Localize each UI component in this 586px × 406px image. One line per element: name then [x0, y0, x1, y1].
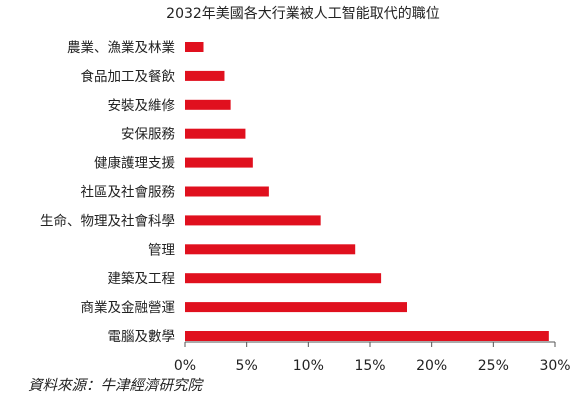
x-tick-label: 10% — [293, 358, 324, 374]
category-label: 社區及社會服務 — [81, 185, 176, 201]
x-tick-label: 30% — [539, 358, 570, 374]
x-tick-label: 15% — [354, 358, 385, 374]
category-label: 商業及金融營運 — [81, 300, 176, 316]
source-note: 資料來源：牛津經濟研究院 — [28, 378, 202, 394]
x-tick-label: 5% — [236, 358, 258, 374]
bar — [185, 302, 407, 313]
category-label: 健康護理支援 — [94, 155, 175, 172]
x-tick-label: 20% — [416, 358, 447, 374]
bar — [185, 186, 269, 197]
bar — [185, 42, 204, 52]
category-label: 建築及工程 — [108, 271, 176, 287]
x-tick-label: 0% — [174, 358, 196, 374]
category-label: 生命、物理及社會科學 — [40, 212, 175, 229]
bar — [185, 331, 549, 341]
bar — [185, 244, 356, 255]
bar — [185, 99, 231, 110]
bar — [185, 157, 253, 168]
bar — [185, 273, 382, 284]
bar — [185, 70, 225, 81]
bar — [185, 128, 246, 139]
chart-title: 2032年美國各大行業被人工智能取代的職位 — [166, 6, 440, 22]
bar — [185, 215, 321, 226]
category-label: 安保服務 — [121, 127, 175, 143]
category-label: 農業、漁業及林業 — [67, 40, 175, 56]
category-label: 安裝及維修 — [108, 98, 176, 114]
category-label: 管理 — [148, 242, 175, 258]
x-tick-label: 25% — [478, 358, 509, 374]
category-label: 電腦及數學 — [108, 329, 176, 345]
category-label: 食品加工及餐飲 — [81, 68, 176, 85]
